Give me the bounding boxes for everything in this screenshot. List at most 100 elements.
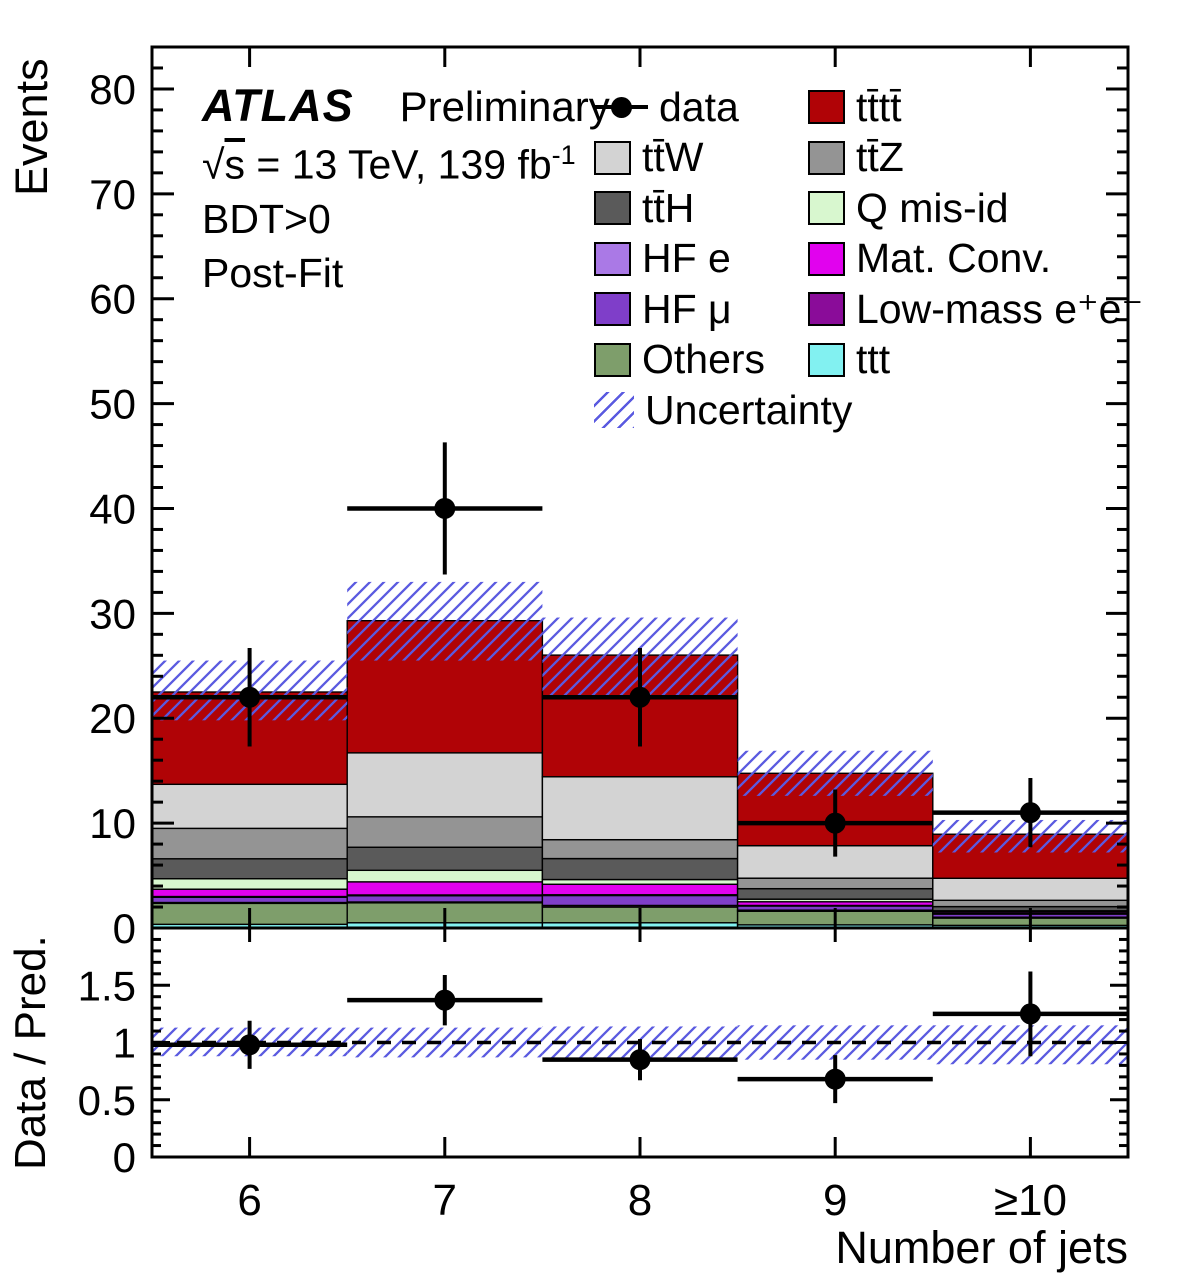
stack-segment-ttH-bin0: [151, 858, 348, 880]
legend-label-Others: Others: [642, 336, 766, 382]
events-axis-title: Events: [6, 58, 57, 196]
legend-swatch-ttH: [594, 191, 631, 225]
ratio-point-bin1: [434, 989, 456, 1011]
stack-segment-ttW-bin0: [151, 783, 348, 830]
stack-segment-HFmu-bin1: [346, 894, 544, 903]
legend-swatch-ttW: [594, 140, 631, 175]
main-ytick-label-50: 50: [89, 381, 136, 428]
legend-label-tttt: tt̄tt̄: [856, 83, 902, 130]
legend-item-ttH: tt̄H: [594, 183, 694, 233]
legend-swatch-ttZ: [808, 140, 845, 175]
xtick-label-1: 7: [433, 1176, 457, 1225]
main-ytick-label-0: 0: [113, 905, 136, 952]
main-ytick-label-80: 80: [89, 66, 136, 113]
main-ytick-label-40: 40: [89, 485, 136, 532]
legend-item-data: data: [594, 82, 739, 132]
main-ytick-label-20: 20: [89, 695, 136, 742]
legend-swatch-Qmisid: [808, 191, 845, 225]
legend-swatch-tttt: [808, 90, 845, 124]
fit-label: Post-Fit: [202, 250, 344, 296]
ratio-ytick-label-1.5: 1.5: [78, 962, 136, 1009]
status-label: Preliminary: [399, 83, 610, 130]
legend-label-MatConv: Mat. Conv.: [856, 235, 1052, 281]
legend-swatch-HFmu: [594, 292, 631, 326]
legend-label-ttW: tt̄W: [642, 134, 704, 180]
legend-item-Qmisid: Q mis-id: [808, 183, 1009, 233]
atlas-logo-text: ATLAS: [202, 80, 354, 131]
legend-label-Qmisid: Q mis-id: [856, 184, 1009, 231]
stack-segment-ttZ-bin2: [541, 838, 739, 860]
stack-segment-Qmisid-bin1: [346, 869, 544, 883]
legend-swatch-MatConv: [808, 241, 845, 276]
legend-item-ttW: tt̄W: [594, 133, 703, 183]
legend-label-Lowmass: Low-mass e⁺e⁻: [856, 286, 1144, 332]
legend-item-MatConv: Mat. Conv.: [808, 234, 1051, 284]
ratio-point-bin2: [629, 1049, 651, 1071]
legend-label-HFe: HF e: [642, 235, 731, 281]
legend-item-uncertainty: Uncertainty: [594, 385, 852, 435]
legend-item-HFe: HF e: [594, 234, 731, 284]
stack-segment-MatConv-bin0: [151, 888, 348, 898]
legend-swatch-HFe: [594, 241, 631, 276]
xtick-label-3: 9: [823, 1176, 847, 1225]
stack-segment-ttW-bin2: [541, 776, 739, 841]
data-point-bin4: [1019, 802, 1041, 824]
stack-segment-ttH-bin3: [736, 887, 934, 900]
legend-item-HFmu: HF μ: [594, 284, 732, 334]
x-axis-title: Number of jets: [835, 1222, 1128, 1273]
xtick-label-0: 6: [237, 1176, 261, 1225]
stack-segment-MatConv-bin1: [346, 881, 544, 896]
legend-item-ttZ: tt̄Z: [808, 133, 904, 183]
sqrt-symbol: √: [202, 141, 225, 188]
legend-label-ttH: tt̄H: [642, 184, 695, 231]
data-marker-icon: [594, 87, 648, 127]
legend-item-tttt: tt̄tt̄: [808, 82, 902, 132]
main-ytick-label-60: 60: [89, 276, 136, 323]
legend-swatch-Others: [594, 342, 631, 377]
stack-segment-ttW-bin4: [932, 877, 1129, 902]
stack-segment-ttW-bin1: [346, 752, 544, 818]
legend-item-Lowmass: Low-mass e⁺e⁻: [808, 284, 1143, 334]
ratio-point-bin3: [824, 1068, 846, 1090]
legend-label-HFmu: HF μ: [642, 285, 732, 332]
legend-item-ttt: ttt: [808, 335, 890, 385]
selection-label: BDT>0: [202, 196, 331, 242]
data-point-bin3: [824, 812, 846, 834]
sqrt-s-label: √s = 13 TeV, 139 fb-1: [202, 140, 576, 189]
stack-segment-ttH-bin1: [346, 846, 544, 872]
stack-segment-ttZ-bin1: [346, 816, 544, 848]
legend-label-ttZ: tt̄Z: [856, 134, 904, 180]
s-char: s: [224, 141, 246, 188]
lumi-text: = 13 TeV, 139 fb: [245, 141, 552, 188]
legend-item-Others: Others: [594, 335, 765, 385]
ratio-point-bin4: [1019, 1003, 1041, 1025]
data-point-bin2: [629, 686, 651, 708]
main-ytick-label-30: 30: [89, 590, 136, 637]
legend-label-ttt: ttt: [856, 336, 891, 382]
xtick-label-2: 8: [628, 1176, 652, 1225]
legend-swatch-Lowmass: [808, 292, 845, 326]
lumi-exponent: -1: [551, 140, 576, 170]
data-point-bin0: [239, 686, 261, 708]
legend-label-data: data: [659, 83, 739, 130]
stack-segment-MatConv-bin2: [541, 883, 739, 896]
xtick-label-4: ≥10: [994, 1176, 1067, 1225]
legend-label-uncertainty: Uncertainty: [645, 386, 853, 433]
legend-swatch-ttt: [808, 342, 845, 377]
stack-segment-ttZ-bin4: [932, 899, 1129, 908]
ratio-point-bin0: [239, 1034, 261, 1056]
main-ytick-label-10: 10: [89, 800, 136, 847]
stack-segment-HFmu-bin0: [151, 896, 348, 904]
uncertainty-hatch-icon: [594, 392, 634, 428]
ratio-ytick-label-0.5: 0.5: [78, 1077, 136, 1124]
stack-segment-ttZ-bin0: [151, 827, 348, 860]
uncertainty-band-bin1: [347, 581, 543, 661]
stack-segment-ttH-bin2: [541, 857, 739, 881]
plot-header: ATLAS Preliminary: [202, 80, 610, 132]
data-point-bin1: [434, 497, 456, 519]
uncertainty-band-bin3: [737, 750, 933, 796]
main-ytick-label-70: 70: [89, 171, 136, 218]
ratio-ytick-label-0: 0: [113, 1134, 136, 1181]
